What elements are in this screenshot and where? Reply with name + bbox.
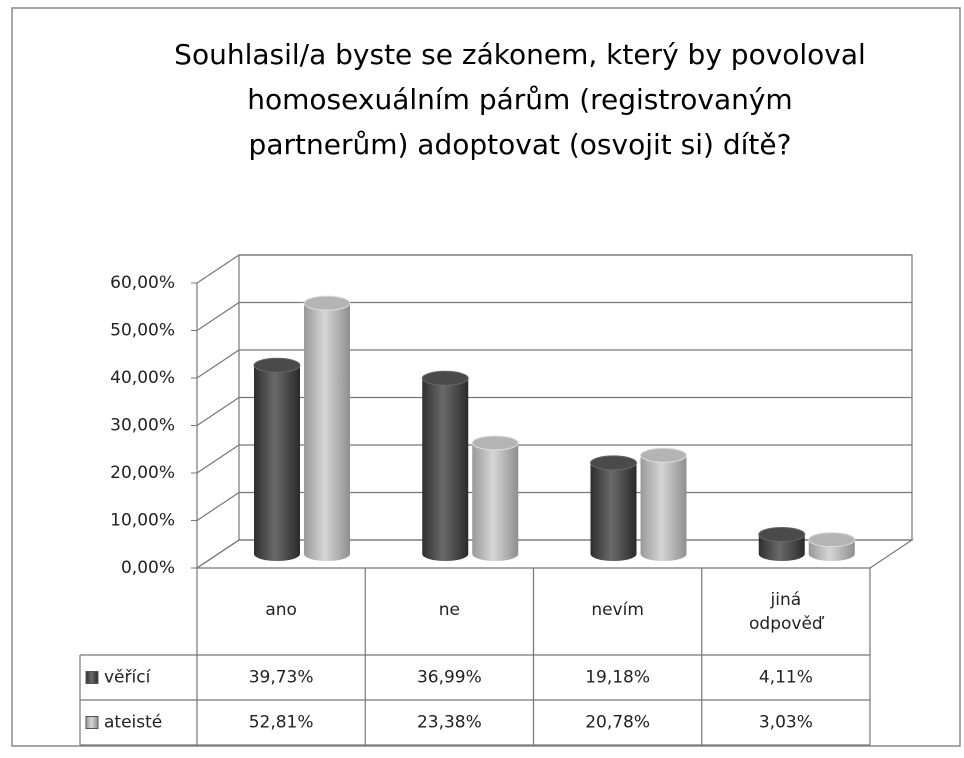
grid-line <box>196 254 912 284</box>
y-tick-label: 40,00% <box>110 368 175 388</box>
grid-line <box>196 396 912 426</box>
x-tick-label: ano <box>265 600 297 620</box>
table-value: 4,11% <box>759 668 813 688</box>
grid-line <box>196 301 912 331</box>
legend-label: ateisté <box>104 713 162 733</box>
chart-title: Souhlasil/a byste se zákonem, který by p… <box>174 38 866 161</box>
y-tick-label: 0,00% <box>121 558 175 578</box>
y-tick-label: 50,00% <box>110 321 175 341</box>
y-tick-label: 10,00% <box>110 511 175 531</box>
bar-top <box>421 370 469 386</box>
table-value: 52,81% <box>249 713 314 733</box>
bar <box>422 378 469 554</box>
bar-top <box>808 532 856 548</box>
grid-line <box>196 539 912 569</box>
frame <box>11 7 961 747</box>
legend-key <box>85 671 99 684</box>
grid-line <box>196 349 912 379</box>
y-tick-label: 60,00% <box>110 273 175 293</box>
grid-line <box>196 491 912 521</box>
bar-top <box>590 455 637 471</box>
x-tick-label: ne <box>439 600 460 620</box>
bar-top <box>303 295 351 311</box>
table-value: 20,78% <box>585 713 650 733</box>
bar <box>590 462 637 554</box>
legend-key <box>85 716 99 729</box>
bar-top <box>471 435 519 451</box>
bar-top <box>640 447 687 463</box>
y-tick-label: 30,00% <box>110 416 175 436</box>
grid-line <box>196 444 912 474</box>
x-tick-label: jiná odpověď <box>749 590 825 634</box>
bar <box>304 303 350 554</box>
x-tick-label: nevím <box>591 600 644 620</box>
table-value: 39,73% <box>249 668 314 688</box>
bar-top <box>758 526 806 542</box>
bar <box>472 442 519 554</box>
table-value: 19,18% <box>585 668 650 688</box>
bar-top <box>253 357 301 373</box>
bar <box>640 455 687 554</box>
bar <box>254 365 300 554</box>
table-value: 36,99% <box>417 668 482 688</box>
table-value: 23,38% <box>417 713 482 733</box>
y-tick-label: 20,00% <box>110 463 175 483</box>
legend-label: věřící <box>104 668 152 688</box>
table-value: 3,03% <box>759 713 813 733</box>
